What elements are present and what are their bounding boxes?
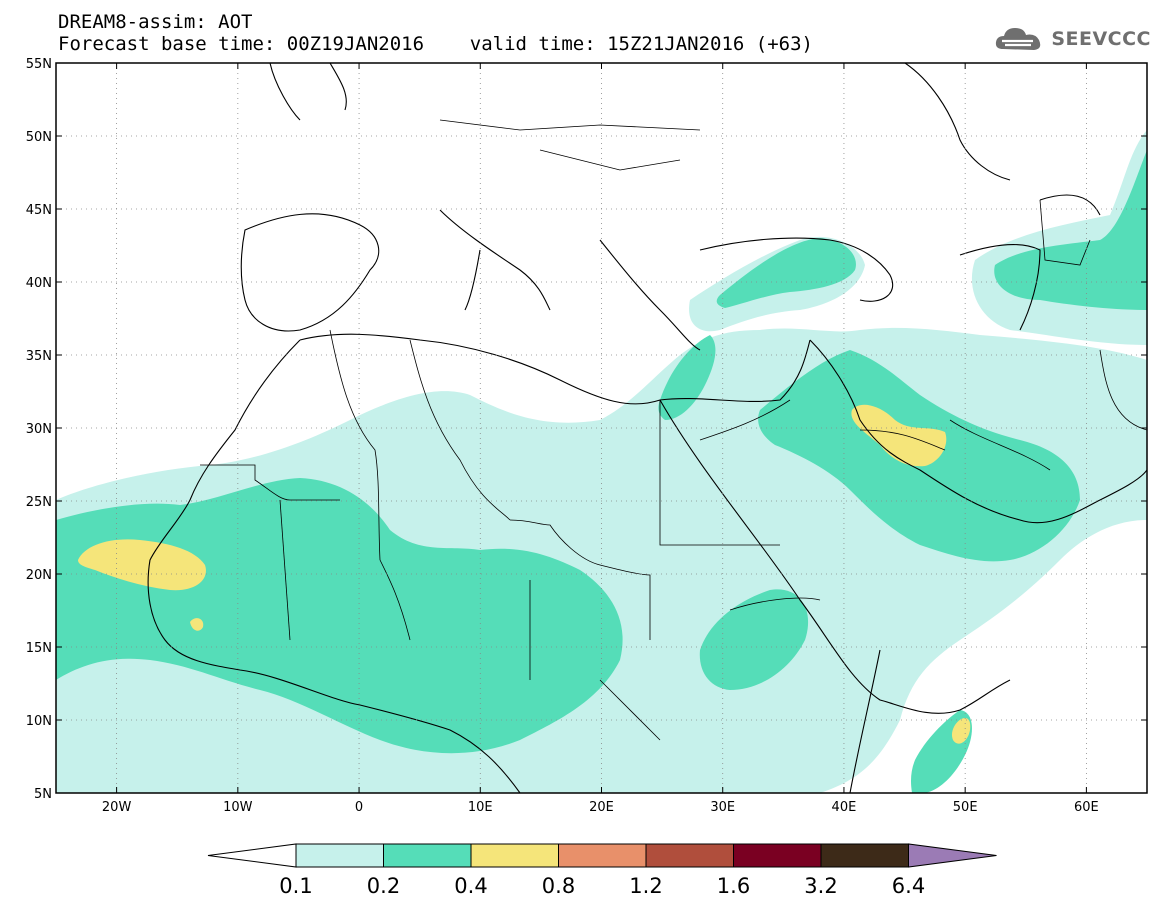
colorbar-label: 0.8 [542,874,575,898]
colorbar-box [645,843,734,868]
colorbar-label: 0.4 [454,874,487,898]
lon-tick-label: 30E [710,800,735,815]
lon-tick-label: 0 [355,800,363,815]
colorbar-box [383,843,472,868]
colorbar-label: 1.6 [717,874,750,898]
lon-tick-label: 10W [223,800,253,815]
lat-tick-label: 55N [26,57,52,72]
colorbar-label: 6.4 [892,874,925,898]
colorbar-label: 0.1 [279,874,312,898]
colorbar-under-triangle [207,843,297,868]
map-title: DREAM8-assim: AOT [58,11,253,33]
colorbar-box [470,843,559,868]
aot-band-0.4-0.8 [78,404,971,744]
lon-tick-label: 50E [953,800,978,815]
lat-tick-label: 20N [26,568,52,583]
map-axes: 5N 10N 15N 20N 25N 30N 35N 40N 45N 50N 55N 20W 10W 0 1… [26,57,1147,815]
lon-tick-label: 20E [589,800,614,815]
lat-tick-label: 15N [26,641,52,656]
lat-tick-label: 30N [26,422,52,437]
lat-tick-label: 45N [26,203,52,218]
colorbar-box [295,843,384,868]
colorbar-label: 3.2 [804,874,837,898]
lat-tick-label: 50N [26,130,52,145]
lon-tick-label: 10E [468,800,493,815]
colorbar-box [558,843,647,868]
colorbar-label: 1.2 [629,874,662,898]
coastlines [147,63,1147,793]
seevccc-logo: SEEVCCC [993,22,1151,56]
logo-text: SEEVCCC [1051,28,1151,50]
cloud-icon [996,28,1041,50]
lat-tick-label: 10N [26,714,52,729]
lat-tick-label: 40N [26,276,52,291]
lat-tick-label: 35N [26,349,52,364]
colorbar-box [820,843,909,868]
gridlines [56,63,1147,793]
lon-tick-label: 20W [102,800,132,815]
country-borders [200,119,1147,741]
colorbar-label: 0.2 [367,874,400,898]
lon-tick-label: 40E [832,800,857,815]
forecast-time-line: Forecast base time: 00Z19JAN2016 valid t… [58,33,813,55]
lon-tick-label: 60E [1074,800,1099,815]
colorbar-over-triangle [908,843,997,868]
colorbar-box [733,843,822,868]
lat-tick-label: 25N [26,495,52,510]
lat-tick-label: 5N [34,787,52,802]
aot-colorbar: 0.1 0.2 0.4 0.8 1.2 1.6 3.2 6.4 [207,843,997,898]
